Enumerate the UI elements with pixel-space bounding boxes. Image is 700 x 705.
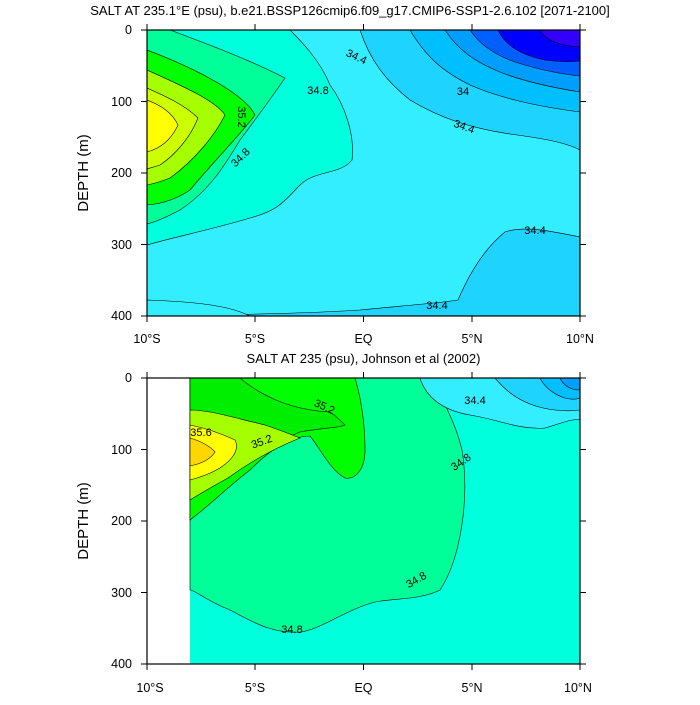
top-fill-fresh-6 — [539, 30, 580, 48]
top-contour-label: 34.4 — [524, 225, 545, 237]
bottom-contour-fills — [147, 378, 580, 664]
top-y-tick-label: 0 — [125, 23, 132, 37]
top-x-tick-label: 10°S — [133, 332, 160, 346]
bottom-x-tick-label: 10°N — [564, 681, 592, 695]
bottom-fill-fresh-4 — [559, 378, 580, 391]
top-contour-label: 35.2 — [235, 106, 247, 127]
bottom-fill-salt-5 — [189, 437, 216, 467]
bottom-panel: SALT AT 235 (psu), Johnson et al (2002) … — [75, 351, 592, 695]
top-contour-label: 34.8 — [307, 85, 328, 97]
bottom-y-axis-label: DEPTH (m) — [75, 482, 92, 560]
top-y-tick-label: 300 — [111, 238, 132, 252]
bottom-y-tick-label: 100 — [111, 443, 132, 457]
bottom-contour-label: 35.6 — [190, 427, 211, 439]
top-x-tick-label: 5°N — [462, 332, 483, 346]
bottom-y-tick-label: 300 — [111, 586, 132, 600]
bottom-contour-label: 34.8 — [281, 624, 302, 636]
top-title: SALT AT 235.1°E (psu), b.e21.BSSP126cmip… — [90, 3, 610, 18]
bottom-x-tick-label: 10°S — [136, 681, 163, 695]
bottom-title: SALT AT 235 (psu), Johnson et al (2002) — [247, 351, 481, 366]
bottom-x-tick-label: 5°N — [462, 681, 483, 695]
top-x-tick-label: EQ — [354, 332, 372, 346]
top-x-tick-label: 5°S — [245, 332, 265, 346]
bottom-y-tick-label: 0 — [125, 371, 132, 385]
bottom-x-tick-label: 5°S — [245, 681, 265, 695]
top-y-axis: 0 100 200 300 400 DEPTH (m) — [75, 23, 586, 323]
top-y-tick-label: 200 — [111, 166, 132, 180]
top-fill-salt-6 — [147, 99, 179, 153]
top-y-axis-label: DEPTH (m) — [75, 134, 92, 212]
bottom-y-axis: 0 100 200 300 400 DEPTH (m) — [75, 371, 586, 671]
top-contour-fills — [147, 30, 580, 316]
bottom-y-tick-label: 400 — [111, 657, 132, 671]
bottom-x-tick-label: EQ — [354, 681, 372, 695]
bottom-y-tick-label: 200 — [111, 514, 132, 528]
bottom-x-axis: 10°S 5°S EQ 5°N 10°N — [136, 372, 592, 695]
top-contour-label: 34.4 — [426, 300, 447, 312]
top-contour-label: 34 — [457, 86, 469, 98]
top-x-axis: 10°S 5°S EQ 5°N 10°N — [133, 24, 594, 346]
top-x-tick-label: 10°N — [566, 332, 594, 346]
top-y-tick-label: 400 — [111, 309, 132, 323]
bottom-contour-label: 34.4 — [464, 395, 485, 407]
top-panel: SALT AT 235.1°E (psu), b.e21.BSSP126cmip… — [75, 3, 610, 346]
top-y-tick-label: 100 — [111, 95, 132, 109]
top-fill-low-deep — [199, 228, 580, 316]
